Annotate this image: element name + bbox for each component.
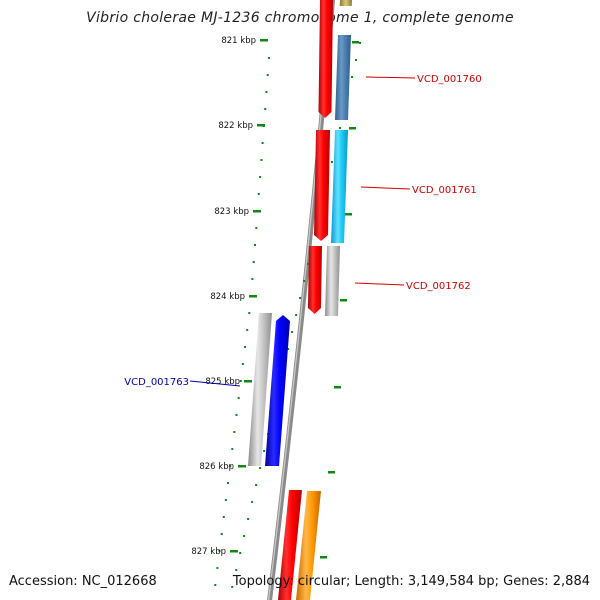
- ruler-dot: [229, 465, 232, 467]
- ruler-dot: [214, 584, 217, 586]
- genome-summary: Topology: circular; Length: 3,149,584 bp…: [232, 574, 590, 589]
- ruler-dot: [259, 467, 262, 469]
- tick-mark-outer: [345, 213, 352, 216]
- ruler-dot: [261, 142, 264, 144]
- gene-labels: VCD_001760 VCD_001761 VCD_001762 VCD_001763: [124, 74, 481, 388]
- tick-mark: [238, 465, 246, 468]
- tick-mark: [249, 295, 257, 298]
- ruler-dot: [241, 363, 244, 365]
- tick-mark-outer: [320, 556, 327, 559]
- gene-bar-vcd-001762[interactable]: [325, 246, 340, 316]
- ruler-dot: [227, 482, 229, 484]
- tick-mark-outer: [340, 299, 347, 302]
- ruler-dot: [254, 244, 256, 246]
- tick-mark-outer: [349, 127, 356, 130]
- ruler-dot: [339, 127, 341, 129]
- ruler-dot: [239, 380, 242, 382]
- ruler-dot: [355, 59, 357, 61]
- tick-mark-outer: [334, 386, 341, 389]
- cds-arrow-vcd-001763[interactable]: [265, 315, 290, 466]
- ruler-dot: [255, 484, 258, 486]
- ruler-dot: [260, 159, 263, 161]
- tick-mark-outer: [352, 41, 359, 44]
- ruler-dot: [246, 329, 249, 331]
- ruler-dot: [359, 42, 361, 44]
- ruler-dot: [287, 348, 290, 350]
- tick-mark: [230, 550, 238, 553]
- tick-label: 825 kbp: [205, 377, 240, 387]
- partial-feature-red[interactable]: [278, 490, 302, 600]
- gene-label-vcd-001760[interactable]: VCD_001760: [417, 74, 482, 85]
- tick-label: 826 kbp: [199, 462, 234, 472]
- ruler-dot: [233, 431, 236, 433]
- ruler-dot: [244, 346, 246, 348]
- tick-mark: [260, 39, 268, 42]
- tick-mark: [253, 210, 261, 213]
- ruler-dot: [235, 569, 238, 571]
- cds-arrow-vcd-001761[interactable]: [314, 130, 330, 241]
- tick-label: 824 kbp: [210, 292, 245, 302]
- leader-line-vcd-001763: [189, 380, 241, 387]
- ruler-dot: [231, 586, 234, 588]
- ruler-dot: [307, 263, 310, 265]
- ruler-dot: [257, 193, 260, 195]
- tick-mark: [244, 380, 252, 383]
- ruler-dot: [222, 516, 225, 518]
- tick-label: 827 kbp: [191, 547, 226, 557]
- ruler-dot: [251, 501, 254, 503]
- cds-arrow-vcd-001760[interactable]: [318, 0, 334, 118]
- tick-mark: [257, 124, 265, 127]
- partial-feature-top[interactable]: [339, 0, 352, 6]
- ruler-dot: [268, 57, 270, 59]
- tick-label: 823 kbp: [214, 207, 249, 217]
- accession-label: Accession: NC_012668: [9, 574, 157, 589]
- gene-features: [248, 0, 352, 600]
- gene-bar-vcd-001763[interactable]: [248, 313, 272, 466]
- ruler-dot: [224, 499, 227, 501]
- ruler-dot: [265, 91, 268, 93]
- ruler-dot: [231, 448, 234, 450]
- ruler-dots-inner: [214, 57, 270, 586]
- ruler-dot: [218, 550, 221, 552]
- ruler-dot: [291, 331, 294, 333]
- leader-line-vcd-001761: [360, 186, 411, 190]
- ruler-dot: [351, 76, 353, 78]
- tick-label: 821 kbp: [221, 36, 256, 46]
- page-title: Vibrio cholerae MJ-1236 chromosome 1, co…: [86, 10, 514, 26]
- leader-line-vcd-001760: [365, 76, 416, 79]
- ruler-dot: [264, 108, 267, 110]
- ruler-dot: [247, 518, 250, 520]
- ruler-dot: [248, 312, 251, 314]
- leader-line-vcd-001762: [354, 282, 405, 286]
- ruler-dot: [239, 552, 242, 554]
- ruler-dot: [259, 176, 262, 178]
- ruler-dot: [299, 297, 302, 299]
- ruler-dot: [331, 161, 333, 163]
- tick-label: 822 kbp: [218, 121, 253, 131]
- axis-ticks: 821 kbp 822 kbp 823 kbp 824 kbp 825 kbp 826 k…: [191, 36, 359, 559]
- gene-label-vcd-001761[interactable]: VCD_001761: [412, 185, 477, 196]
- ruler-dot: [220, 533, 223, 535]
- ruler-dot: [243, 535, 246, 537]
- ruler-dot: [295, 314, 298, 316]
- ruler-dot: [252, 261, 255, 263]
- partial-feature-orange[interactable]: [296, 491, 321, 600]
- ruler-dot: [251, 278, 254, 280]
- gene-bar-vcd-001760[interactable]: [335, 35, 351, 120]
- ruler-dot: [255, 227, 258, 229]
- tick-mark-outer: [328, 471, 335, 474]
- ruler-dot: [303, 280, 306, 282]
- ruler-dot: [235, 414, 238, 416]
- ruler-dot: [216, 567, 219, 569]
- gene-label-vcd-001762[interactable]: VCD_001762: [406, 281, 471, 292]
- ruler-dot: [266, 74, 269, 76]
- ruler-dot: [237, 397, 240, 399]
- gene-bar-vcd-001761[interactable]: [331, 130, 348, 243]
- cds-arrow-vcd-001762[interactable]: [308, 246, 322, 314]
- ruler-dot: [263, 450, 266, 452]
- gene-label-vcd-001763[interactable]: VCD_001763: [124, 377, 189, 388]
